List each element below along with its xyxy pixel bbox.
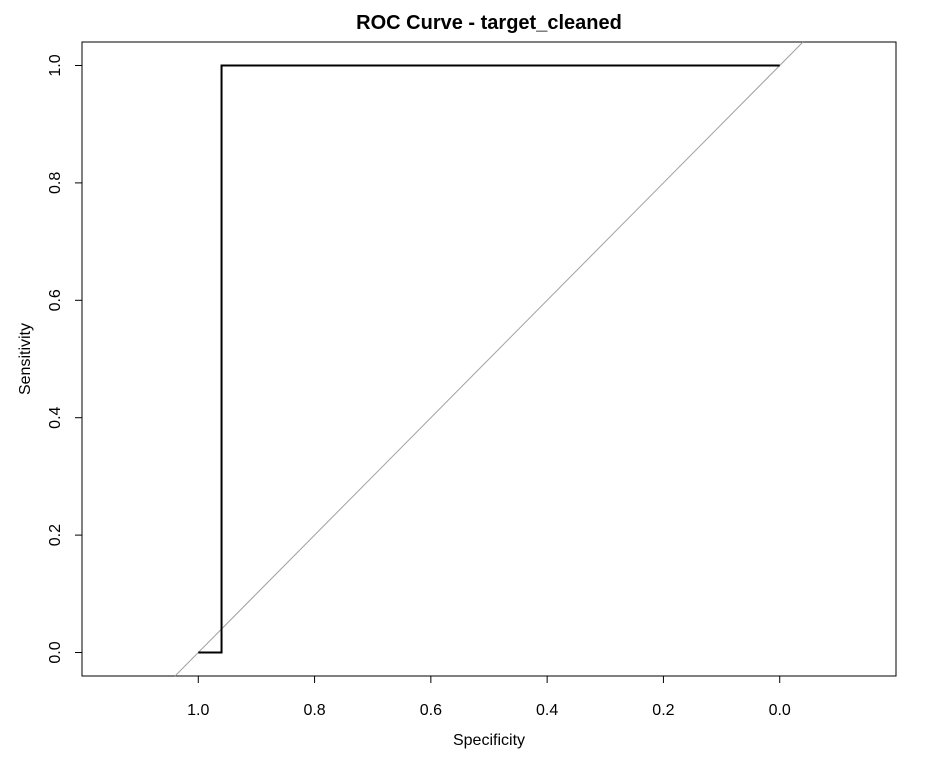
- x-tick-label: 0.0: [769, 702, 791, 719]
- y-tick-label: 0.0: [47, 641, 64, 663]
- x-axis: 1.0 0.8 0.6 0.4 0.2 0.0: [187, 675, 791, 719]
- plot-content: [174, 41, 804, 677]
- y-axis-label: Sensitivity: [17, 323, 34, 395]
- x-tick-label: 0.2: [652, 702, 674, 719]
- y-axis: 0.0 0.2 0.4 0.6 0.8 1.0: [47, 54, 83, 664]
- x-tick-label: 0.6: [420, 702, 442, 719]
- x-tick-label: 0.4: [536, 702, 558, 719]
- roc-curve-line: [198, 64, 780, 654]
- y-tick-label: 0.8: [47, 172, 64, 194]
- x-tick-label: 1.0: [187, 702, 209, 719]
- y-tick-label: 0.4: [47, 406, 64, 428]
- y-tick-label: 0.2: [47, 524, 64, 546]
- y-tick-label: 1.0: [47, 54, 64, 76]
- reference-diagonal-line: [174, 41, 804, 677]
- x-tick-label: 0.8: [303, 702, 325, 719]
- x-axis-label: Specificity: [453, 732, 525, 749]
- chart-title: ROC Curve - target_cleaned: [356, 12, 622, 34]
- y-tick-label: 0.6: [47, 289, 64, 311]
